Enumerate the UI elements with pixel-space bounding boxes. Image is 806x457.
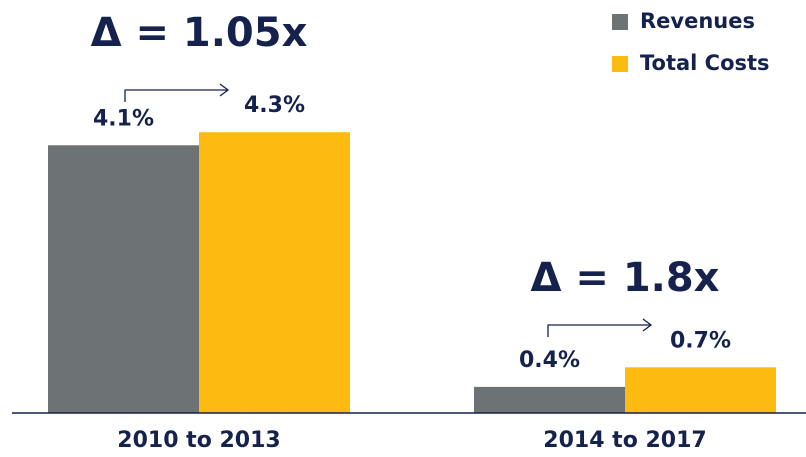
annotation: Δ = 1.05x [91,10,308,56]
x-tick-label: 2014 to 2017 [543,428,706,453]
legend-swatch [612,56,628,72]
legend-label: Total Costs [640,51,770,75]
bar [199,132,350,413]
bar [625,367,776,413]
value-label: 0.7% [670,328,731,353]
value-label: 4.1% [93,106,154,131]
value-label: 4.3% [244,93,305,118]
annotation: Δ = 1.8x [531,255,720,301]
arrow [547,318,653,337]
legend-swatch [612,14,628,30]
x-tick-label: 2010 to 2013 [117,428,280,453]
arrow [124,83,230,102]
bar [474,386,625,413]
legend-label: Revenues [640,9,755,33]
bar [48,145,199,413]
value-label: 0.4% [519,348,580,373]
